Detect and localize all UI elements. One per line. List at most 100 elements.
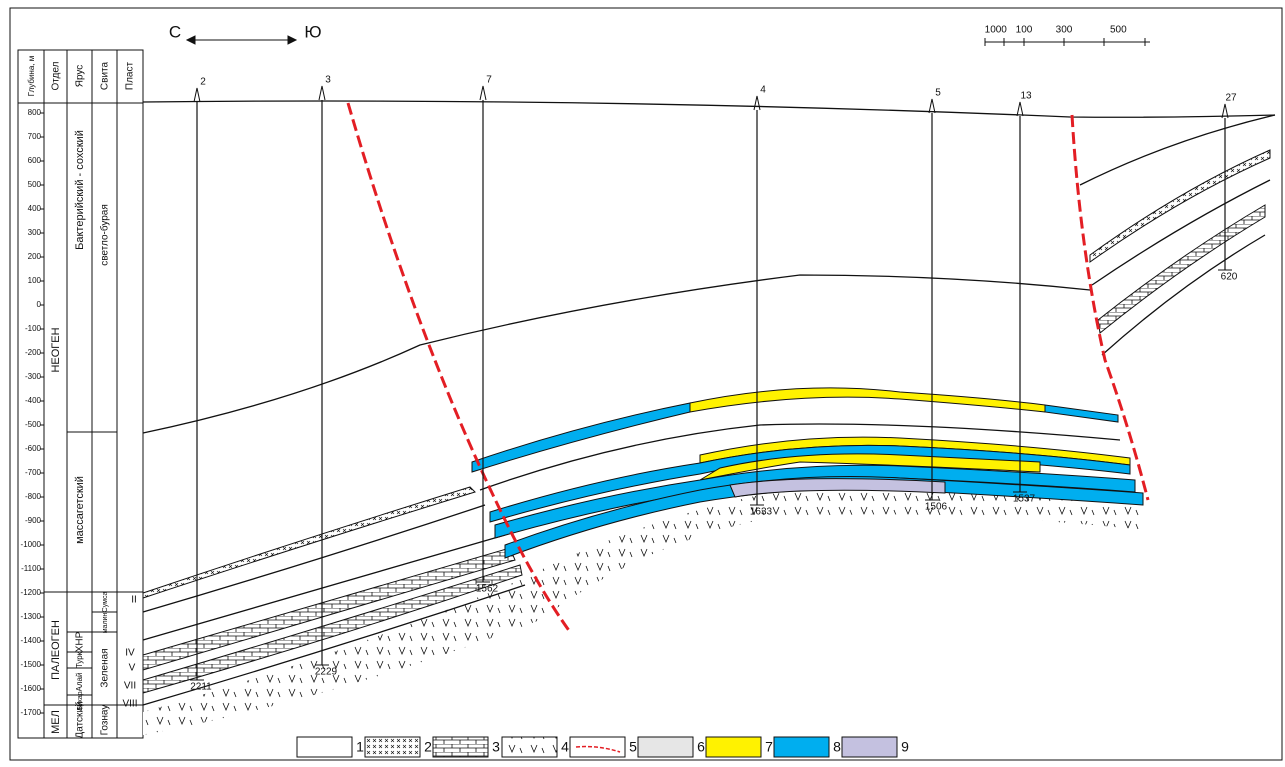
- basement: [143, 489, 1145, 735]
- legend-box: [773, 736, 830, 758]
- direction-arrow: [185, 35, 298, 45]
- depth-label: -1700: [21, 708, 42, 717]
- well-head: [1016, 101, 1024, 117]
- depth-label: -1400: [21, 636, 42, 645]
- fault: [1070, 114, 1150, 501]
- stage-label: Бактерийский - сохский: [74, 130, 86, 250]
- bed-label: V: [129, 663, 136, 674]
- depth-label: -400: [25, 396, 42, 405]
- scale-label: 100: [985, 25, 1002, 36]
- stage-label: ХНР: [75, 631, 86, 652]
- well-head: [479, 85, 487, 101]
- legend-label: 4: [561, 739, 569, 755]
- legend-label: 7: [765, 739, 773, 755]
- surface: [142, 100, 1276, 118]
- column-header: Ярус: [75, 65, 86, 88]
- well-head: [318, 85, 326, 101]
- depth-label: 400: [28, 204, 42, 213]
- table-divisions: [44, 103, 143, 738]
- legend-label: 3: [492, 739, 500, 755]
- column-header: Отдел: [51, 61, 62, 90]
- depth-label: 500: [28, 180, 42, 189]
- fault: [346, 102, 572, 633]
- depth-label: 800: [28, 108, 42, 117]
- depth-label: 300: [28, 228, 42, 237]
- depth-label: -900: [25, 516, 42, 525]
- column-header: Глубина, м: [27, 56, 36, 97]
- legend-fault: [575, 745, 621, 753]
- limestone-layer: [142, 564, 523, 694]
- legend-label: 1: [356, 739, 364, 755]
- depth-label: -1100: [21, 564, 41, 573]
- legend-label: 8: [833, 739, 841, 755]
- legend-box: [432, 736, 489, 758]
- legend-box: [841, 736, 898, 758]
- stage-label: Алай: [75, 673, 84, 692]
- stage-label: Датский: [75, 701, 86, 738]
- legend-box: [296, 736, 353, 758]
- band-yellow: [699, 453, 1041, 481]
- depth-label: -600: [25, 444, 42, 453]
- scale-label: 0: [1001, 25, 1007, 36]
- division-label: ПАЛЕОГЕН: [50, 620, 62, 680]
- legend-label: 9: [901, 739, 909, 755]
- well-name: 13: [1020, 91, 1032, 102]
- well-name: 5: [935, 88, 941, 99]
- depth-label: -1000: [21, 540, 42, 549]
- well-depth: 2229: [315, 667, 338, 678]
- well-depth: 620: [1221, 272, 1238, 283]
- well-name: 7: [486, 75, 492, 86]
- stage-label: Бухар: [77, 691, 84, 710]
- table-border: [17, 49, 144, 739]
- legend-box: [364, 736, 421, 758]
- depth-label: 0: [37, 300, 42, 309]
- bed-label: II: [131, 595, 137, 606]
- suite-label: малин.: [102, 611, 109, 634]
- limestone-layer: [142, 547, 516, 671]
- gypsum-layer: [1089, 149, 1271, 263]
- well-depth: 1562: [476, 584, 499, 595]
- well-name: 27: [1225, 93, 1237, 104]
- depth-label: -200: [25, 348, 42, 357]
- band-blue: [1044, 404, 1119, 423]
- stage-label: Турк: [75, 651, 84, 668]
- well-name: 2: [200, 77, 206, 88]
- legend: [296, 736, 898, 758]
- well-head: [753, 95, 761, 111]
- bed-label: VII: [124, 681, 136, 692]
- frame: [9, 7, 1283, 761]
- table-lines: [18, 50, 143, 738]
- well-depth: 1633: [750, 507, 773, 518]
- band-lavender: [729, 478, 946, 498]
- horizon: [142, 534, 506, 641]
- direction-label: Ю: [304, 22, 321, 41]
- legend-label: 5: [629, 739, 637, 755]
- horizon: [142, 584, 526, 706]
- division-label: МЕЛ: [50, 710, 62, 734]
- depth-label: -100: [25, 324, 42, 333]
- suite-label: Зеленая: [100, 648, 111, 687]
- column-header: Свита: [100, 61, 111, 90]
- horizon: [142, 274, 1091, 434]
- gypsum-layer: [142, 486, 476, 599]
- bed-label: IV: [125, 648, 135, 659]
- band-blue: [471, 402, 691, 473]
- horizon: [1079, 114, 1276, 186]
- depth-label: 600: [28, 156, 42, 165]
- well-head: [193, 87, 201, 103]
- stage-label: массагетский: [74, 476, 86, 544]
- column-header: Пласт: [125, 62, 136, 91]
- well-depth: 1506: [925, 502, 948, 513]
- legend-box: [501, 736, 558, 758]
- depth-label: -1200: [21, 588, 42, 597]
- legend-box: [705, 736, 762, 758]
- horizon: [479, 423, 1121, 491]
- scale-label: 300: [1056, 25, 1073, 36]
- depth-label: -1300: [21, 612, 42, 621]
- scale-label: 100: [1016, 25, 1033, 36]
- scale-label: 500: [1110, 25, 1127, 36]
- depth-label: -1600: [21, 684, 42, 693]
- legend-label: 6: [697, 739, 705, 755]
